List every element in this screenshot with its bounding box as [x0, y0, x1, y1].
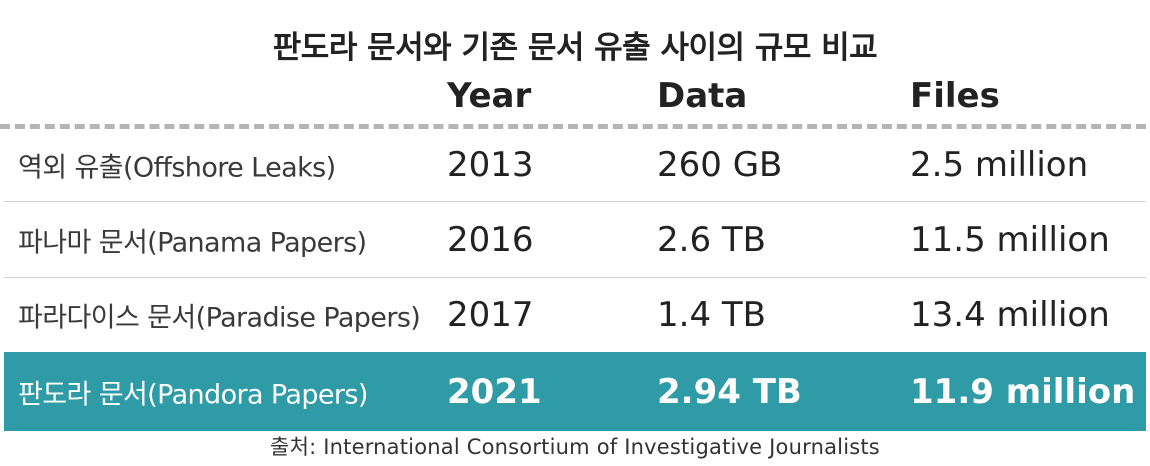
- table-row-paradise-papers: 파라다이스 문서(Paradise Papers) 2017 1.4 TB 13…: [4, 278, 1146, 352]
- row-files: 13.4 million: [910, 295, 1110, 335]
- row-data: 1.4 TB: [657, 295, 766, 335]
- row-files: 11.5 million: [910, 219, 1110, 260]
- table-title: 판도라 문서와 기존 문서 유출 사이의 규모 비교: [272, 30, 878, 66]
- row-files: 2.5 million: [910, 144, 1089, 185]
- column-header-year: Year: [447, 76, 532, 116]
- row-data: 260 GB: [657, 144, 783, 185]
- row-label: 파나마 문서(Panama Papers): [18, 227, 367, 258]
- row-label: 역외 유출(Offshore Leaks): [18, 152, 336, 183]
- row-data: 2.6 TB: [657, 219, 766, 260]
- row-year: 2017: [447, 295, 534, 335]
- row-label: 파라다이스 문서(Paradise Papers): [18, 302, 421, 334]
- header-divider: [0, 124, 1146, 129]
- table-row-pandora-papers-highlighted: 판도라 문서(Pandora Papers) 2021 2.94 TB 11.9…: [4, 352, 1146, 431]
- row-year: 2013: [447, 144, 534, 185]
- column-header-files: Files: [910, 76, 1000, 116]
- table-row-panama-papers: 파나마 문서(Panama Papers) 2016 2.6 TB 11.5 m…: [4, 202, 1146, 278]
- row-year: 2021: [447, 371, 542, 412]
- column-header-data: Data: [657, 76, 748, 116]
- source-note: 출처: International Consortium of Investig…: [270, 435, 880, 459]
- row-label: 판도라 문서(Pandora Papers): [18, 379, 368, 410]
- row-data: 2.94 TB: [657, 371, 802, 412]
- row-files: 11.9 million: [910, 371, 1136, 412]
- table-row-offshore-leaks: 역외 유출(Offshore Leaks) 2013 260 GB 2.5 mi…: [4, 128, 1146, 202]
- row-year: 2016: [447, 219, 534, 260]
